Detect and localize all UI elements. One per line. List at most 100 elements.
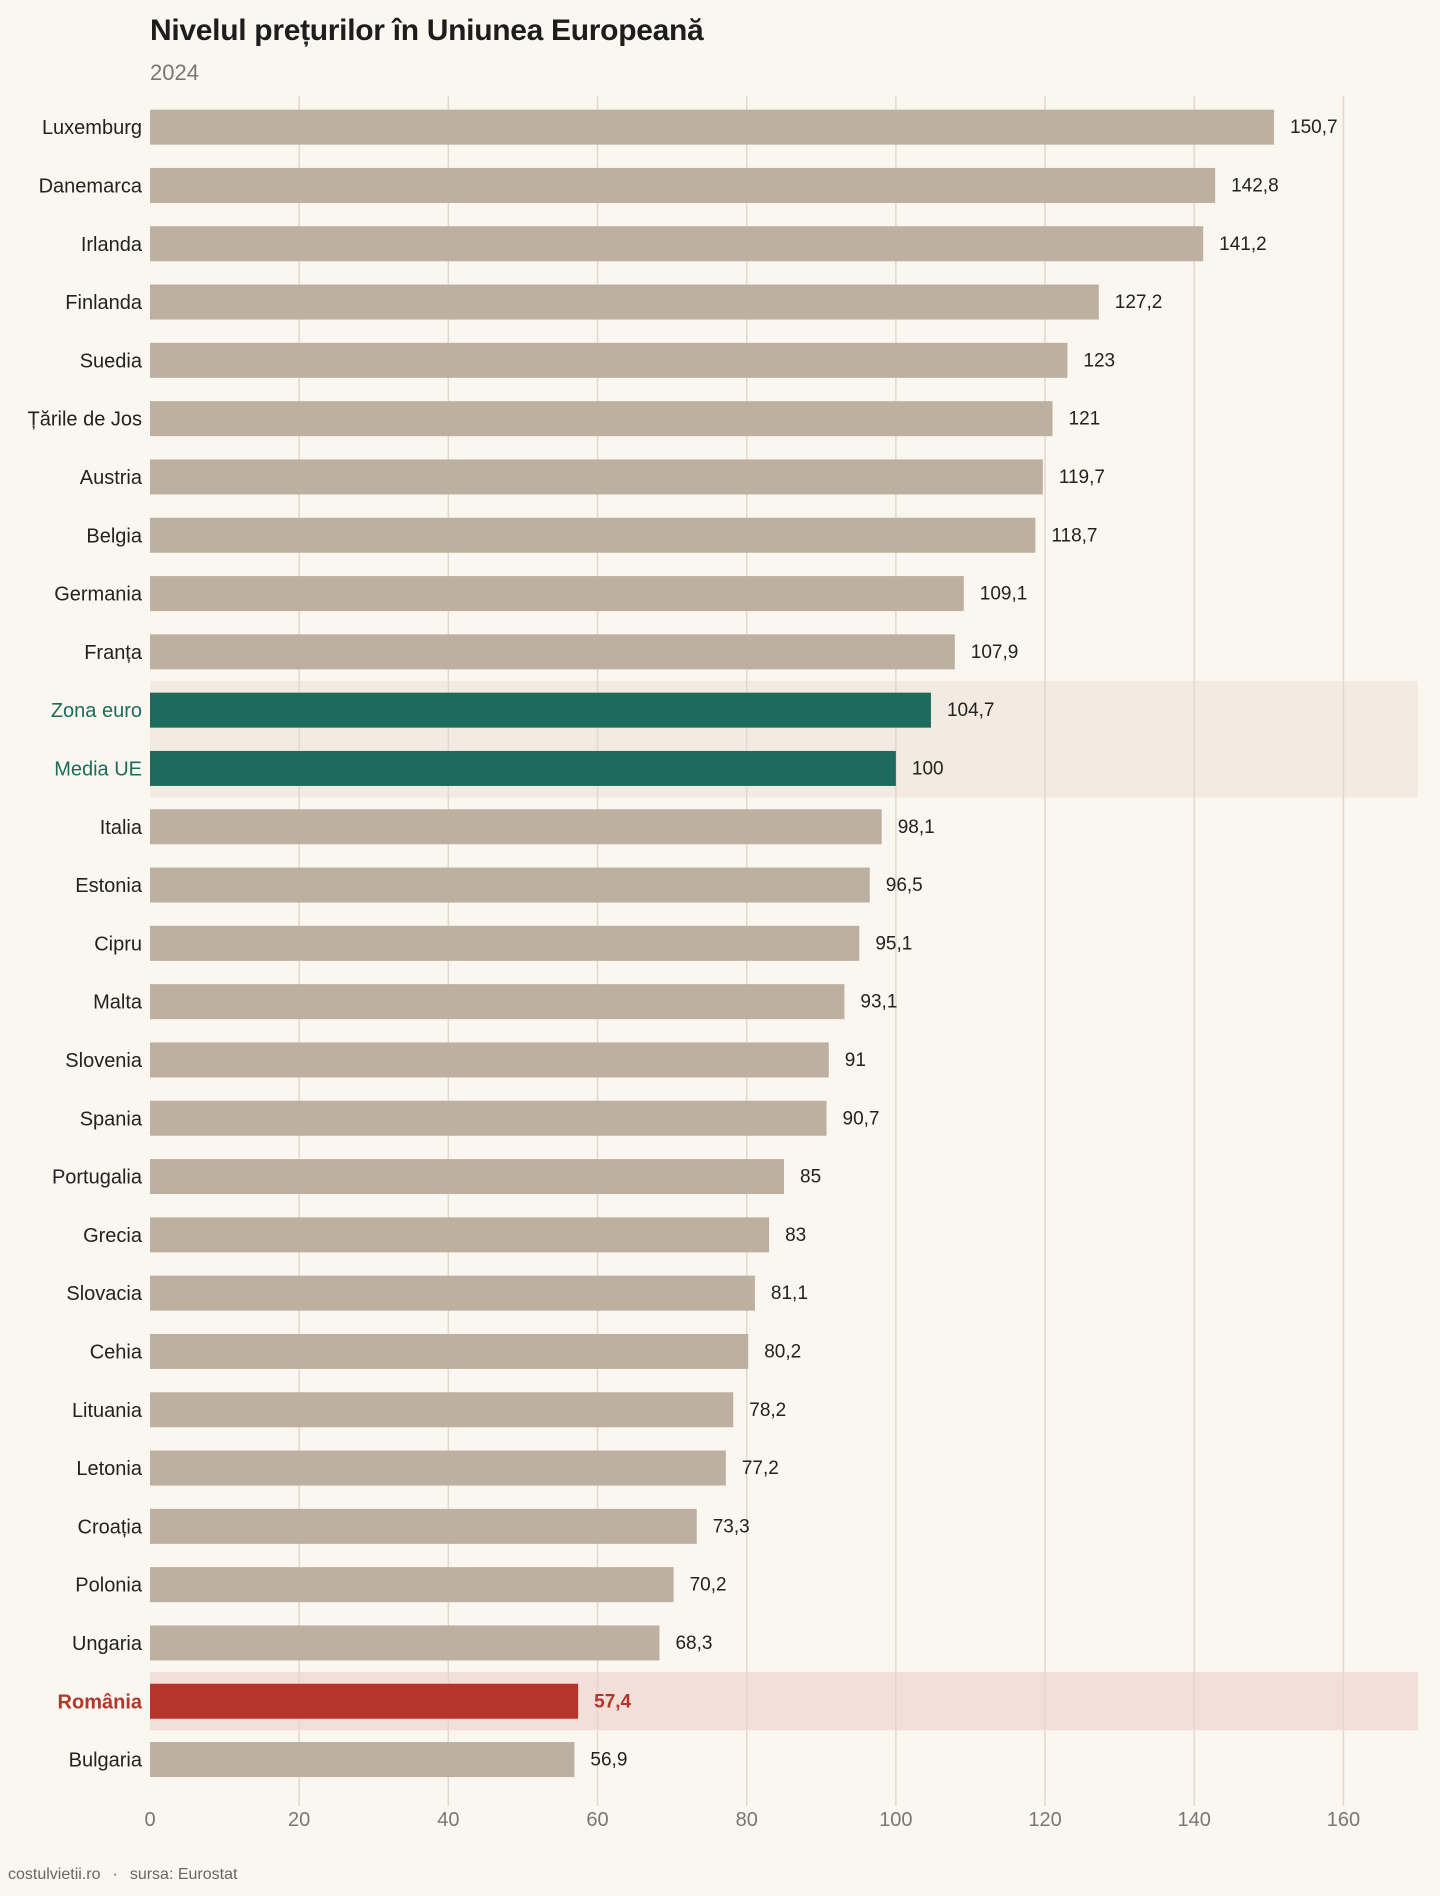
category-label: Finlanda: [65, 292, 143, 314]
value-label: 83: [785, 1225, 806, 1246]
value-label: 56,9: [590, 1750, 627, 1771]
category-label: Irlanda: [81, 234, 143, 256]
value-label: 123: [1083, 350, 1115, 371]
x-tick-label: 40: [437, 1809, 459, 1831]
bar: [150, 867, 870, 903]
bar: [150, 576, 964, 612]
bar: [150, 1742, 575, 1778]
value-label: 142,8: [1231, 175, 1279, 196]
category-label: Zona euro: [51, 700, 142, 722]
chart-subtitle: 2024: [150, 60, 199, 85]
value-label: 57,4: [594, 1691, 631, 1712]
bar: [150, 284, 1099, 320]
bar: [150, 1333, 749, 1369]
footer-site: costulvietii.ro: [8, 1866, 101, 1883]
category-label: Ungaria: [72, 1633, 143, 1655]
category-label: România: [58, 1691, 143, 1713]
value-label: 91: [845, 1050, 866, 1071]
value-label: 118,7: [1051, 525, 1097, 546]
value-label: 119,7: [1059, 467, 1105, 488]
bar: [150, 167, 1216, 203]
bar: [150, 1683, 579, 1719]
category-label: Malta: [93, 992, 143, 1014]
bar: [150, 1275, 755, 1311]
category-label: Suedia: [80, 350, 143, 372]
value-label: 90,7: [843, 1108, 880, 1129]
category-label: Luxemburg: [42, 117, 142, 139]
value-label: 78,2: [749, 1400, 786, 1421]
category-label: Bulgaria: [69, 1750, 143, 1772]
x-tick-label: 120: [1028, 1809, 1061, 1831]
footer-source: sursa: Eurostat: [129, 1866, 238, 1883]
category-label: Cehia: [90, 1341, 143, 1363]
bar: [150, 401, 1053, 437]
value-label: 85: [800, 1167, 821, 1188]
bar: [150, 1042, 829, 1078]
x-tick-label: 60: [586, 1809, 608, 1831]
category-label: Lituania: [72, 1400, 143, 1422]
value-label: 96,5: [886, 875, 923, 896]
chart-title: Nivelul prețurilor în Uniunea Europeană: [150, 14, 704, 47]
category-label: Danemarca: [39, 175, 143, 197]
value-label: 70,2: [690, 1575, 727, 1596]
bar: [150, 226, 1204, 262]
category-label: Austria: [80, 467, 143, 489]
category-label: Estonia: [75, 875, 143, 897]
x-tick-label: 160: [1327, 1809, 1360, 1831]
category-label: Croația: [78, 1516, 143, 1538]
value-label: 104,7: [947, 700, 995, 721]
category-label: Polonia: [75, 1575, 143, 1597]
category-label: Germania: [54, 584, 143, 606]
value-label: 100: [912, 758, 944, 779]
bar: [150, 342, 1068, 378]
value-label: 109,1: [980, 584, 1028, 605]
bar: [150, 517, 1036, 553]
bar: [150, 1100, 827, 1136]
bar: [150, 1159, 784, 1195]
value-label: 80,2: [764, 1341, 801, 1362]
bar: [150, 809, 882, 845]
value-label: 68,3: [675, 1633, 712, 1654]
value-label: 121: [1069, 409, 1101, 430]
bar: [150, 1625, 660, 1661]
category-label: Belgia: [86, 525, 142, 547]
x-tick-label: 140: [1178, 1809, 1211, 1831]
bar: [150, 925, 860, 961]
footer-separator: ·: [112, 1866, 118, 1883]
category-label: Portugalia: [52, 1167, 143, 1189]
value-label: 81,1: [771, 1283, 808, 1304]
value-label: 127,2: [1115, 292, 1163, 313]
value-label: 141,2: [1219, 234, 1267, 255]
bar: [150, 984, 845, 1020]
bar: [150, 634, 955, 670]
bar: [150, 1217, 770, 1253]
x-tick-label: 20: [288, 1809, 310, 1831]
x-tick-label: 80: [736, 1809, 758, 1831]
value-label: 77,2: [742, 1458, 779, 1479]
category-label: Spania: [80, 1108, 143, 1130]
bar: [150, 1392, 734, 1428]
bar: [150, 1450, 726, 1486]
x-tick-label: 100: [879, 1809, 912, 1831]
category-label: Slovacia: [66, 1283, 142, 1305]
category-label: Franța: [84, 642, 143, 664]
footer: costulvietii.ro · sursa: Eurostat: [8, 1866, 237, 1884]
value-label: 107,9: [971, 642, 1019, 663]
category-label: Slovenia: [65, 1050, 143, 1072]
bar: [150, 750, 896, 786]
value-label: 95,1: [875, 933, 912, 954]
category-label: Letonia: [76, 1458, 142, 1480]
category-label: Media UE: [54, 758, 142, 780]
value-label: 93,1: [860, 992, 897, 1013]
category-label: Cipru: [94, 933, 142, 955]
category-label: Italia: [100, 817, 143, 839]
bar: [150, 459, 1043, 495]
value-label: 150,7: [1290, 117, 1338, 138]
value-label: 98,1: [898, 817, 935, 838]
value-label: 73,3: [713, 1516, 750, 1537]
bar: [150, 109, 1275, 145]
category-label: Grecia: [83, 1225, 143, 1247]
x-tick-label: 0: [144, 1809, 155, 1831]
bar: [150, 1567, 674, 1603]
